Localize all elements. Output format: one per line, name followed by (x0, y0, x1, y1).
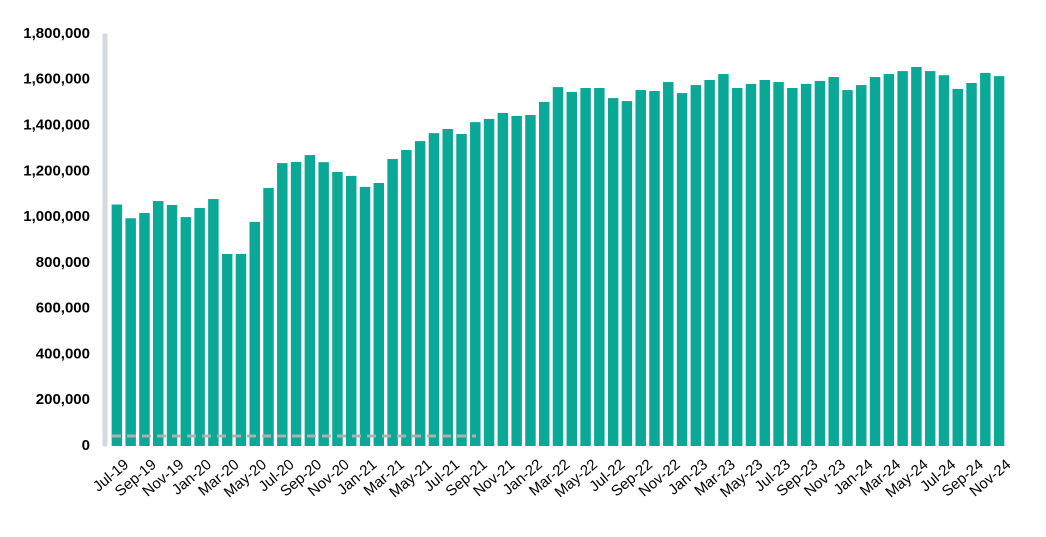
bar (980, 72, 991, 447)
bar (111, 204, 123, 446)
bar (153, 201, 164, 446)
bar (359, 186, 371, 447)
bar (180, 217, 192, 446)
bar (676, 93, 688, 446)
bar (731, 88, 743, 447)
y-tick-label: 0 (82, 437, 90, 454)
bar (745, 83, 757, 447)
bar (552, 87, 564, 446)
y-tick-label: 1,000,000 (23, 208, 90, 225)
bar (290, 161, 302, 446)
bar (842, 90, 853, 447)
bar (538, 101, 550, 446)
bar (428, 133, 440, 446)
y-tick-label: 400,000 (36, 345, 90, 362)
y-tick-label: 1,200,000 (23, 162, 90, 179)
bar (125, 218, 136, 446)
bar (318, 162, 329, 446)
y-tick-label: 1,600,000 (23, 71, 90, 88)
bar (649, 90, 660, 446)
bar (635, 90, 646, 447)
bar (470, 122, 481, 446)
bars (111, 66, 1005, 447)
bar (800, 83, 812, 447)
y-tick-label: 1,400,000 (23, 117, 90, 134)
y-tick-label: 1,800,000 (23, 25, 90, 42)
bar (704, 80, 715, 447)
bar (938, 75, 950, 446)
bar (497, 112, 509, 446)
bar (966, 82, 977, 446)
bar (897, 71, 908, 446)
bar (442, 128, 453, 446)
bar (952, 88, 963, 446)
bar (456, 134, 467, 446)
bar (304, 155, 316, 447)
bar (869, 77, 881, 446)
bar (621, 101, 633, 446)
bar (773, 82, 784, 447)
bar (828, 77, 839, 446)
bar (483, 118, 495, 446)
bar (566, 91, 578, 447)
bar (759, 80, 771, 447)
bar (814, 80, 826, 446)
bar (883, 74, 895, 447)
bar (235, 253, 247, 446)
y-tick-label: 600,000 (36, 300, 90, 317)
y-tick-label: 200,000 (36, 391, 90, 408)
bar (208, 199, 219, 446)
bar (414, 141, 426, 446)
bar (580, 88, 591, 447)
bar (345, 175, 357, 446)
bar (401, 150, 412, 446)
bar (718, 74, 729, 447)
bar (373, 183, 385, 447)
bar (194, 207, 205, 446)
bar (249, 221, 260, 446)
bar (525, 115, 536, 446)
bar (332, 172, 343, 446)
bar (511, 115, 522, 446)
bar (993, 76, 1005, 447)
bar (690, 85, 702, 446)
bar (221, 253, 233, 446)
bar (607, 98, 619, 446)
bar (663, 82, 674, 447)
bar (911, 66, 922, 447)
y-tick-label: 800,000 (36, 254, 90, 271)
bar (856, 85, 867, 446)
bar (387, 158, 398, 446)
bar (277, 163, 288, 447)
bar (263, 188, 274, 446)
bar (924, 71, 936, 446)
bar (166, 204, 178, 446)
bar (139, 212, 150, 446)
bar (787, 88, 798, 447)
bar (594, 88, 605, 447)
